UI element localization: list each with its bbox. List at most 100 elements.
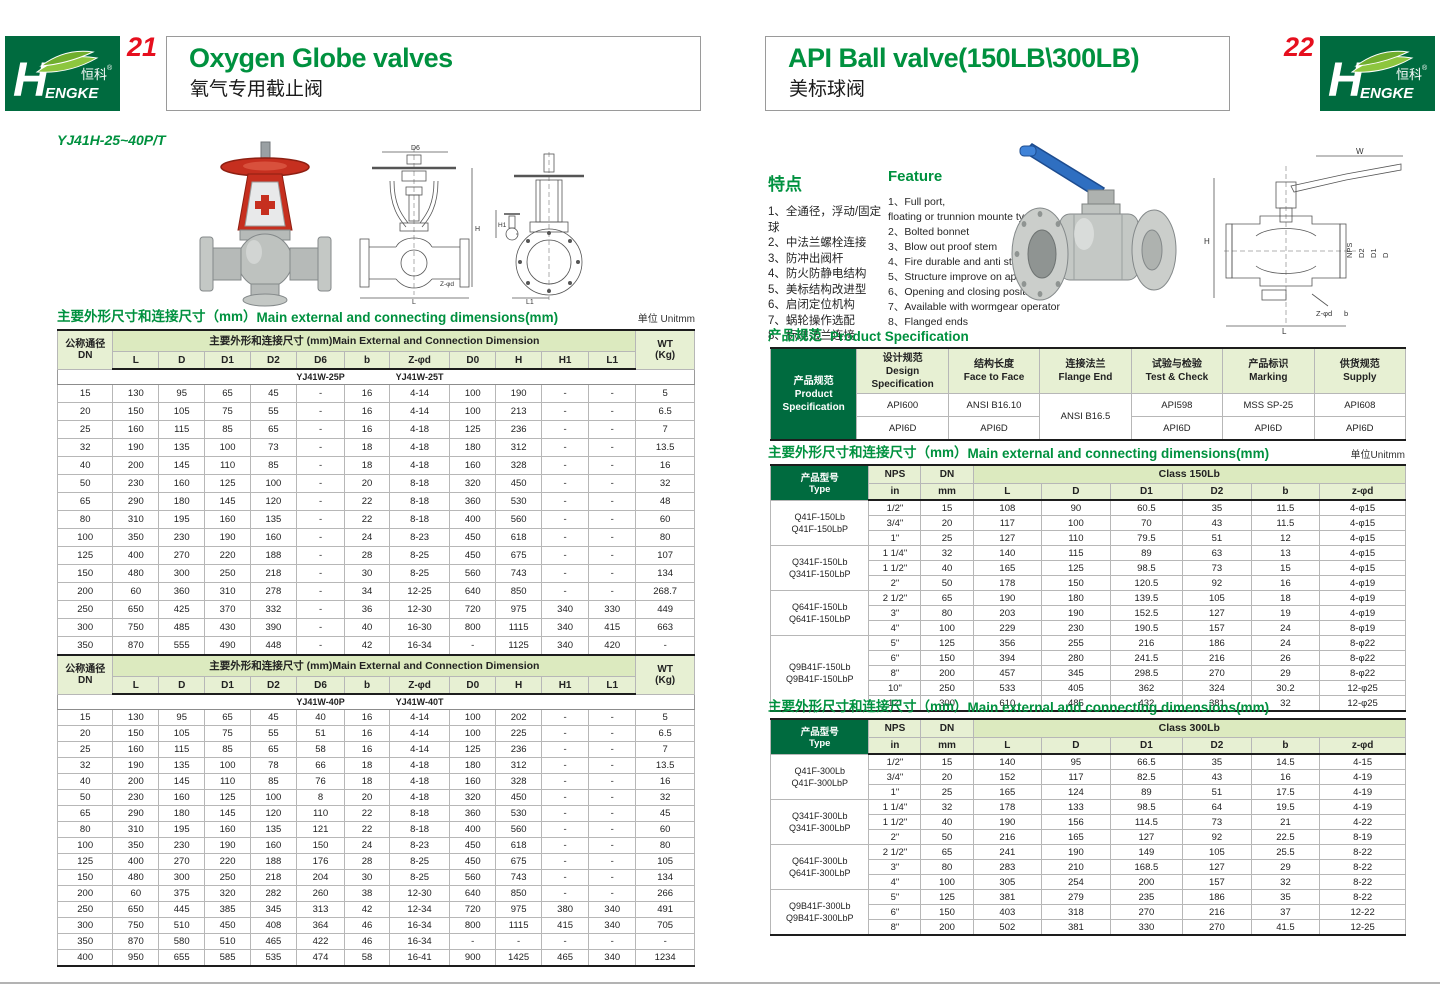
value-cell: 65: [920, 590, 974, 606]
value-cell: 145: [204, 805, 251, 822]
empty-cell: [588, 369, 636, 385]
value-cell: 50: [56, 789, 114, 806]
value-cell: 100: [1041, 515, 1111, 531]
value-cell: 16-41: [388, 949, 451, 967]
value-cell: 425: [158, 600, 206, 619]
value-cell: 150: [56, 869, 114, 886]
value-cell: 381: [1041, 919, 1111, 936]
value-cell: 950: [112, 949, 160, 967]
value-cell: 340: [588, 917, 637, 934]
column-header: H1: [541, 351, 590, 370]
value-cell: 188: [249, 546, 297, 565]
value-cell: 125: [56, 853, 114, 870]
value-cell: 160: [158, 474, 206, 493]
value-cell: 42: [344, 901, 390, 918]
value-cell: 180: [158, 492, 206, 511]
value-cell: 66: [295, 757, 346, 774]
svg-text:W: W: [1356, 147, 1364, 156]
wt-header: WT (Kg): [635, 654, 695, 695]
value-cell: 320: [449, 789, 497, 806]
value-cell: -: [541, 528, 590, 547]
dims300-title-zh: 主要外形尺寸和连接尺寸（mm）: [768, 699, 968, 714]
value-cell: 150: [920, 650, 974, 666]
value-cell: 4-φ19: [1319, 575, 1406, 591]
value-cell: 4": [868, 620, 922, 636]
svg-text:D6: D6: [411, 145, 420, 152]
globe-valve-photo: [188, 140, 343, 313]
value-cell: 95: [158, 709, 206, 726]
value-cell: 320: [449, 474, 497, 493]
value-cell: 21: [1250, 814, 1321, 830]
value-cell: -: [541, 402, 590, 421]
column-header: H: [495, 676, 543, 695]
value-cell: 250: [920, 680, 974, 696]
feature-item: 6、启闭定位机构: [768, 299, 855, 311]
spec-title-en: Product Specification: [830, 329, 969, 344]
value-cell: 560: [449, 564, 497, 583]
value-cell: -: [495, 933, 543, 950]
value-cell: 22: [344, 510, 390, 529]
value-cell: 80: [56, 821, 114, 838]
value-cell: 145: [158, 456, 206, 475]
value-cell: 305: [972, 874, 1043, 890]
value-cell: -: [541, 510, 590, 529]
value-cell: 190: [204, 837, 251, 854]
value-cell: -: [635, 636, 695, 655]
value-cell: 400: [112, 546, 160, 565]
svg-text:ENGKE: ENGKE: [45, 85, 99, 102]
value-cell: 16: [344, 402, 390, 421]
value-cell: 135: [158, 757, 206, 774]
page-title-left: Oxygen Globe valves: [189, 43, 453, 73]
value-cell: 152.5: [1109, 605, 1184, 621]
value-cell: 800: [449, 917, 497, 934]
value-cell: 12-22: [1319, 904, 1406, 920]
value-cell: -: [588, 582, 637, 601]
value-cell: 6": [868, 904, 922, 920]
value-cell: 278: [249, 582, 297, 601]
value-cell: 350: [56, 636, 114, 655]
value-cell: 4-14: [388, 725, 451, 742]
value-cell: 95: [158, 384, 206, 403]
value-cell: 1 1/4": [868, 799, 922, 815]
value-cell: 450: [449, 853, 497, 870]
value-cell: 204: [295, 869, 346, 886]
value-cell: 50: [920, 575, 974, 591]
value-cell: 12-30: [388, 600, 451, 619]
value-cell: 270: [1182, 919, 1252, 936]
value-cell: 135: [249, 821, 297, 838]
value-cell: -: [541, 709, 590, 726]
spec-table: 产品规范 Product Specification 设计规范 Design Sp…: [769, 347, 1407, 441]
value-cell: 150: [1041, 575, 1111, 591]
value-cell: 40: [920, 560, 974, 576]
value-cell: 8-18: [388, 492, 451, 511]
value-cell: 282: [249, 885, 297, 902]
value-cell: 216: [972, 829, 1043, 845]
value-cell: 310: [204, 582, 251, 601]
feature-item: 7、蜗轮操作选配: [768, 314, 855, 327]
value-cell: 705: [635, 917, 695, 934]
spec-title-zh: 产品规范: [768, 328, 822, 343]
left-dims-title-en: Main external and connecting dimensions(…: [256, 310, 559, 325]
value-cell: 449: [635, 600, 695, 619]
ball-dims-table-300lb: 产品型号 Type NPS DN Class 300Lb in mm L D D1 D2 b z-φd…: [769, 718, 1407, 936]
value-cell: 28: [344, 546, 390, 565]
page-subtitle-right: 美标球阀: [789, 79, 866, 100]
value-cell: 16-34: [388, 636, 451, 655]
spec-column-header: 产品标识 Marking: [1222, 347, 1315, 394]
value-cell: 32: [1250, 874, 1321, 890]
value-cell: 12-25: [1319, 919, 1406, 936]
value-cell: 16-30: [388, 618, 451, 637]
class-header: Class 300Lb: [972, 718, 1407, 738]
column-header: L1: [588, 676, 637, 695]
value-cell: 580: [158, 933, 206, 950]
value-cell: 50: [920, 829, 974, 845]
value-cell: 15: [56, 384, 114, 403]
value-cell: 168.5: [1109, 859, 1184, 875]
value-cell: 202: [495, 709, 543, 726]
value-cell: 200: [920, 919, 974, 936]
value-cell: 465: [249, 933, 297, 950]
value-cell: 2 1/2": [868, 590, 922, 606]
empty-cell: [204, 369, 251, 385]
in-header: in: [868, 483, 922, 501]
value-cell: -: [295, 600, 346, 619]
